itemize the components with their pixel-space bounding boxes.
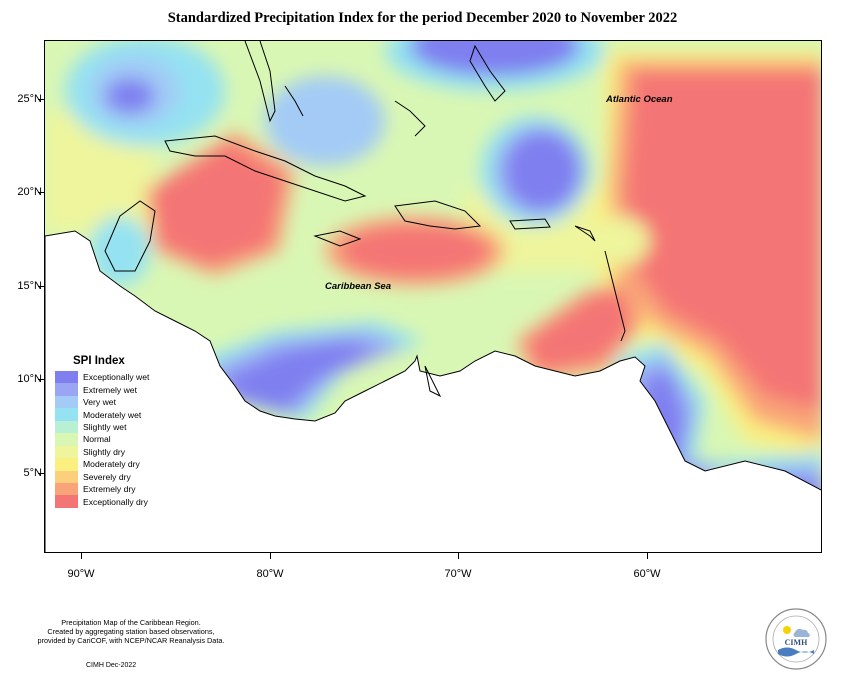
- map-title: Standardized Precipitation Index for the…: [167, 10, 678, 26]
- legend-swatch: [55, 408, 78, 421]
- legend-item: Exceptionally dry: [55, 495, 149, 508]
- legend-item: Moderately wet: [55, 408, 149, 421]
- legend-swatch: [55, 445, 78, 459]
- cimh-logo: CIMH: [765, 608, 827, 670]
- legend-item: Severely dry: [55, 470, 149, 483]
- legend-items: Exceptionally wet Extremely wet Very wet…: [55, 371, 149, 508]
- lat-label-15n: 15°N: [17, 280, 42, 292]
- lon-tick: [270, 553, 271, 559]
- lat-tick: [38, 286, 44, 287]
- island-outlines: [104, 41, 626, 398]
- footer-line-2: Created by aggregating station based obs…: [47, 627, 215, 636]
- footer-credit: CIMH Dec-2022: [86, 662, 137, 669]
- legend-label: Very wet: [83, 397, 116, 408]
- logo-text: CIMH: [785, 638, 808, 647]
- lat-tick: [38, 379, 44, 380]
- legend-label: Slightly wet: [83, 421, 127, 432]
- lat-label-25n: 25°N: [17, 93, 42, 105]
- footer-note: Precipitation Map of the Caribbean Regio…: [6, 618, 256, 645]
- legend-item: Moderately dry: [55, 458, 149, 471]
- spi-map: [44, 40, 822, 553]
- cloud-icon: [793, 628, 810, 637]
- lat-label-10n: 10°N: [17, 373, 42, 385]
- lon-label-80w: 80°W: [256, 568, 284, 580]
- legend-label: Exceptionally dry: [83, 496, 148, 507]
- legend-label: Moderately wet: [83, 409, 142, 420]
- lon-tick: [458, 553, 459, 559]
- legend-swatch: [55, 433, 78, 446]
- lat-label-20n: 20°N: [17, 186, 42, 198]
- lon-tick: [647, 553, 648, 559]
- legend-swatch: [55, 395, 78, 409]
- lat-tick: [38, 192, 44, 193]
- legend-item: Extremely wet: [55, 383, 149, 396]
- footer-line-3: provided by CariCOF, with NCEP/NCAR Rean…: [37, 636, 225, 645]
- lat-tick: [38, 99, 44, 100]
- lat-tick: [38, 473, 44, 474]
- lat-label-5n: 5°N: [23, 467, 42, 479]
- spi-legend: SPI Index Exceptionally wet Extremely we…: [55, 355, 149, 508]
- spi-map-canvas: [45, 41, 821, 552]
- legend-swatch: [55, 383, 78, 396]
- legend-title: SPI Index: [73, 355, 125, 367]
- lon-label-70w: 70°W: [444, 568, 472, 580]
- legend-label: Extremely dry: [83, 484, 136, 495]
- legend-item: Slightly dry: [55, 445, 149, 459]
- legend-swatch: [55, 371, 78, 384]
- legend-label: Slightly dry: [83, 446, 126, 457]
- legend-label: Moderately dry: [83, 459, 140, 470]
- lon-tick: [81, 553, 82, 559]
- legend-label: Exceptionally wet: [83, 372, 150, 383]
- legend-label: Extremely wet: [83, 384, 137, 395]
- sun-icon: [783, 626, 791, 634]
- legend-item: Slightly wet: [55, 420, 149, 434]
- legend-swatch: [55, 482, 78, 496]
- legend-swatch: [55, 495, 78, 508]
- legend-item: Normal: [55, 433, 149, 446]
- legend-swatch: [55, 420, 78, 434]
- legend-item: Extremely dry: [55, 482, 149, 496]
- lon-label-60w: 60°W: [633, 568, 661, 580]
- legend-item: Exceptionally wet: [55, 371, 150, 384]
- legend-label: Severely dry: [83, 471, 131, 482]
- footer-line-1: Precipitation Map of the Caribbean Regio…: [61, 618, 201, 627]
- legend-swatch: [55, 470, 78, 483]
- legend-item: Very wet: [55, 395, 149, 409]
- wave-icon: [778, 647, 814, 657]
- legend-label: Normal: [83, 434, 111, 445]
- atlantic-ocean-label: Atlantic Ocean: [606, 94, 673, 105]
- lon-label-90w: 90°W: [67, 568, 95, 580]
- land-masses: [45, 230, 821, 552]
- caribbean-sea-label: Caribbean Sea: [325, 281, 391, 292]
- legend-swatch: [55, 458, 78, 471]
